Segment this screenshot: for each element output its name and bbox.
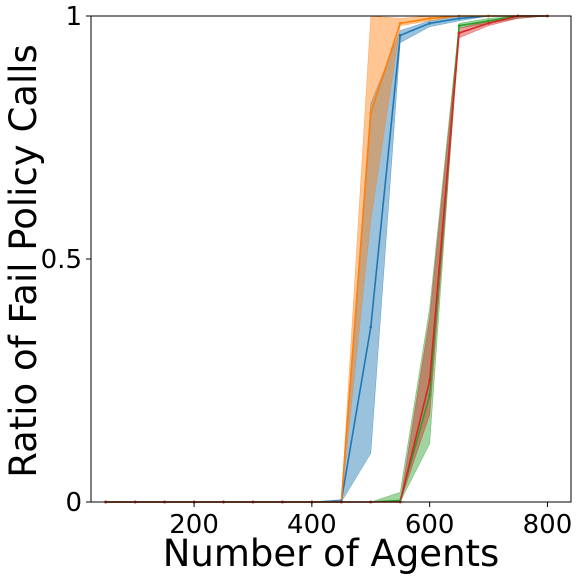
series-4-line — [105, 15, 548, 503]
y-axis-label: Ratio of Fail Policy Calls — [2, 44, 45, 478]
series-4-point — [457, 31, 461, 35]
series-3-line — [105, 15, 548, 503]
series-1-confidence-band — [105, 15, 548, 503]
x-axis-label: Number of Agents — [163, 532, 500, 575]
series-4-point — [428, 379, 432, 382]
y-tick-label: 0 — [65, 488, 82, 518]
series-3-point — [428, 393, 432, 397]
series-3-point — [487, 19, 490, 23]
x-tick-label: 200 — [169, 510, 219, 540]
series-3-point — [457, 24, 461, 28]
series-1-point — [369, 325, 373, 329]
lines-layer — [105, 15, 548, 503]
points-layer — [104, 14, 549, 504]
series-4-point — [487, 21, 490, 25]
series-2-point — [369, 111, 373, 115]
y-tick-label: 0.5 — [41, 245, 82, 275]
y-tick-label: 1 — [65, 2, 82, 32]
x-tick-label: 800 — [523, 510, 573, 540]
series-3-confidence-band — [105, 15, 548, 503]
series-2-confidence-band — [105, 15, 548, 503]
series-4-confidence-band — [105, 15, 548, 503]
series-2-point — [398, 21, 402, 25]
x-tick-label: 400 — [287, 510, 337, 540]
series-1-line — [105, 15, 548, 503]
series-1-point — [457, 17, 461, 20]
bands-layer — [105, 15, 548, 503]
x-tick-label: 600 — [405, 510, 455, 540]
series-2-point — [428, 17, 432, 20]
ticks-layer: 200 400 600 800 0 0.5 1 — [41, 2, 573, 540]
series-1-point — [428, 21, 432, 25]
series-1-point — [398, 34, 402, 37]
series-2-line — [105, 15, 548, 503]
plot-frame — [90, 15, 572, 503]
